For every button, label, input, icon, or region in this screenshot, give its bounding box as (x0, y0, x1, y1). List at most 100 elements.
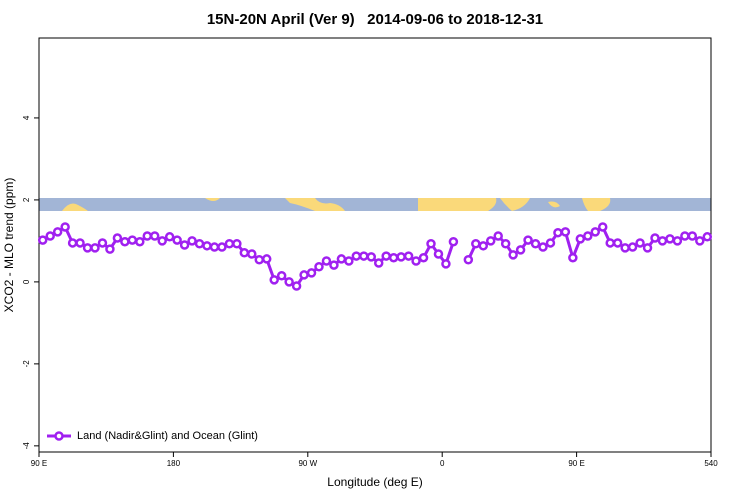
data-point (583, 231, 593, 241)
data-point (284, 277, 294, 287)
y-axis-label: XCO2 - MLO trend (ppm) (2, 178, 16, 313)
data-point (426, 239, 436, 249)
data-point (299, 270, 309, 280)
data-point (411, 256, 421, 266)
data-point (217, 242, 227, 252)
data-point (403, 251, 414, 261)
data-point (568, 252, 578, 263)
data-point (590, 227, 601, 237)
data-point (463, 255, 474, 265)
data-point (635, 238, 645, 248)
data-point (575, 234, 586, 244)
land (62, 203, 88, 211)
x-tick-label: 90 E (568, 459, 584, 468)
data-point (97, 238, 108, 248)
data-point (37, 235, 48, 245)
data-point (605, 238, 615, 248)
data-point (553, 227, 563, 238)
data-point (418, 252, 429, 263)
x-tick-label: 180 (167, 459, 181, 468)
data-point (672, 236, 683, 246)
y-tick-label: -4 (22, 442, 31, 450)
land (205, 198, 220, 201)
y-tick-label: 2 (22, 197, 31, 202)
data-point (702, 232, 713, 242)
data-point (493, 231, 503, 241)
data-point (135, 236, 145, 247)
data-point (105, 244, 115, 254)
data-point (612, 238, 623, 248)
data-point (142, 231, 153, 241)
data-point (478, 241, 489, 251)
data-point (642, 243, 653, 253)
land (285, 198, 345, 211)
data-point (232, 239, 242, 249)
data-point (515, 245, 526, 255)
y-tick-label: -2 (22, 360, 31, 368)
data-point (381, 251, 391, 261)
data-point (127, 235, 138, 245)
data-point (336, 254, 347, 264)
data-point (52, 227, 63, 237)
data-point (149, 231, 160, 241)
data-point (620, 243, 630, 253)
data-point (485, 236, 496, 246)
data-point (45, 231, 55, 241)
data-point (695, 236, 705, 246)
data-point (306, 268, 317, 278)
ocean-strip (39, 198, 711, 211)
data-point (60, 222, 70, 232)
x-tick-label: 0 (440, 459, 445, 468)
data-point (179, 240, 190, 250)
data-point (209, 242, 220, 252)
data-point (75, 238, 85, 248)
data-point (366, 252, 377, 262)
data-point (291, 281, 302, 291)
x-tick-label: 540 (704, 459, 718, 468)
data-point (471, 239, 481, 249)
data-point (530, 239, 541, 249)
data-point (261, 254, 272, 264)
data-point (247, 249, 257, 259)
data-point (157, 236, 167, 246)
data-point (597, 222, 608, 232)
data-point (448, 236, 459, 247)
data-point (657, 236, 668, 246)
data-point (545, 238, 556, 248)
data-point (82, 243, 93, 253)
data-point (329, 260, 339, 270)
legend-label: Land (Nadir&Glint) and Ocean (Glint) (77, 430, 258, 442)
data-point (538, 242, 548, 252)
data-point (650, 233, 660, 243)
y-tick-label: 0 (22, 279, 31, 284)
data-point (202, 241, 212, 251)
data-point (560, 227, 571, 237)
data-point (388, 252, 399, 263)
land (582, 198, 611, 211)
data-point (224, 239, 235, 249)
data-point (172, 235, 182, 245)
data-point (321, 256, 332, 266)
data-point (351, 251, 362, 261)
land (500, 198, 530, 211)
legend-marker (54, 431, 64, 441)
data-point (441, 259, 451, 269)
data-point (67, 238, 78, 248)
land (418, 198, 497, 211)
data-point (164, 232, 175, 242)
map-strip (39, 198, 711, 211)
data-point (112, 233, 123, 243)
x-tick-label: 90 W (298, 459, 317, 468)
y-tick-label: 4 (22, 115, 31, 120)
data-point (120, 236, 130, 247)
data-point (433, 249, 444, 259)
x-axis-label: Longitude (deg E) (327, 475, 422, 489)
data-point (344, 256, 354, 266)
data-point (508, 250, 518, 260)
data-point (373, 258, 384, 268)
data-point (187, 236, 197, 246)
data-point (680, 231, 690, 241)
chart-title: 15N-20N April (Ver 9) 2014-09-06 to 2018… (207, 11, 543, 28)
